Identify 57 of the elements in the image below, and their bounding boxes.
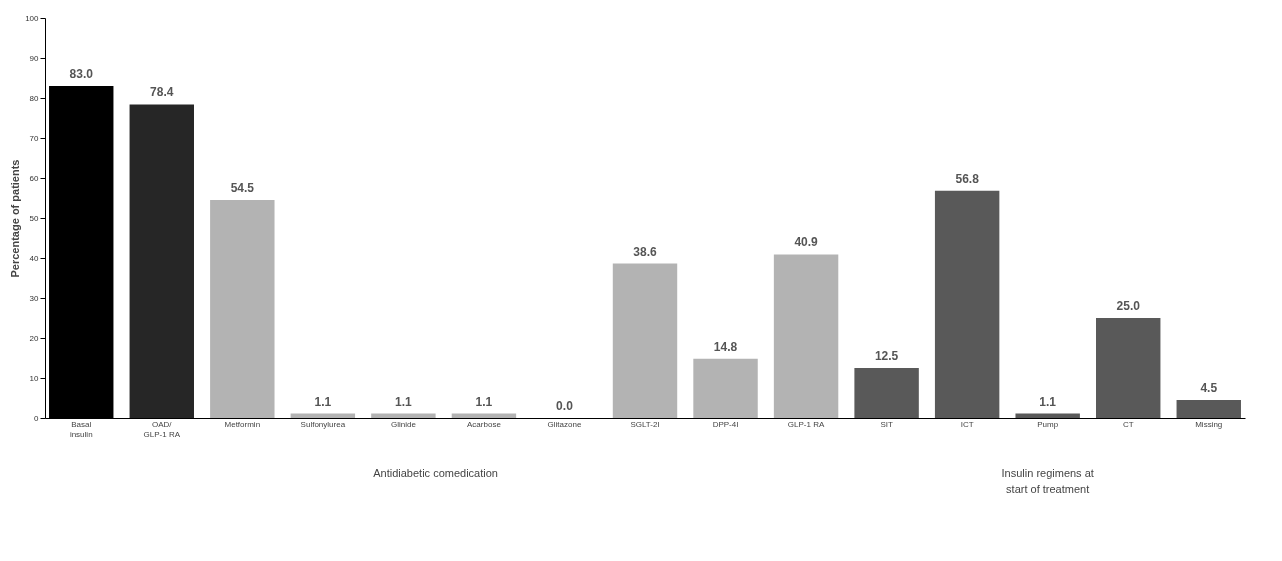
x-tick-label: Acarbose bbox=[467, 419, 502, 429]
data-label: 38.6 bbox=[633, 244, 657, 259]
y-tick-label: 80 bbox=[29, 93, 40, 103]
x-tick-label: Metformin bbox=[224, 419, 261, 429]
y-tick-label: 90 bbox=[29, 53, 40, 63]
bar bbox=[693, 358, 758, 418]
x-tick-label: SIT bbox=[880, 419, 893, 429]
bar bbox=[612, 263, 678, 418]
x-tick-label: GLP-1 RA bbox=[787, 419, 825, 429]
data-label: 83.0 bbox=[69, 67, 94, 81]
y-tick-label: 0 bbox=[34, 413, 40, 423]
bar bbox=[1015, 413, 1080, 418]
data-label: 56.8 bbox=[955, 171, 980, 186]
y-tick-label: 100 bbox=[25, 13, 40, 23]
y-axis-title: Percentage of patients bbox=[9, 159, 22, 278]
x-tick-label: Sulfonylurea bbox=[300, 419, 346, 429]
data-label: 4.5 bbox=[1200, 381, 1218, 395]
data-label: 12.5 bbox=[874, 349, 899, 363]
data-label: 14.8 bbox=[713, 339, 738, 354]
y-tick-label: 10 bbox=[29, 373, 40, 383]
x-tick-label: Basal insulin bbox=[69, 419, 93, 439]
x-tick-label: SGLT-2I bbox=[630, 419, 660, 429]
bar bbox=[210, 200, 275, 418]
bar bbox=[1176, 400, 1241, 418]
data-label: 0.0 bbox=[556, 399, 574, 413]
bar bbox=[129, 104, 194, 418]
x-tick-label: Glitazone bbox=[547, 419, 582, 429]
x-tick-label: CT bbox=[1122, 419, 1134, 429]
y-tick-label: 50 bbox=[29, 213, 40, 223]
x-tick-label: Pump bbox=[1037, 419, 1059, 429]
data-label: 40.9 bbox=[794, 235, 819, 250]
bar bbox=[290, 413, 356, 418]
y-tick-label: 30 bbox=[29, 293, 40, 303]
text: Insulin regimens at start of treatment bbox=[1001, 467, 1094, 495]
bar bbox=[854, 368, 919, 418]
y-tick-label: 40 bbox=[29, 253, 40, 263]
x-tick-label: DPP-4I bbox=[712, 419, 739, 429]
data-label: 78.4 bbox=[150, 85, 174, 100]
bar bbox=[1096, 318, 1161, 418]
bar bbox=[934, 190, 1000, 418]
bar bbox=[773, 254, 839, 418]
y-tick-label: 60 bbox=[29, 173, 40, 183]
text: Antidiabetic comedication bbox=[373, 467, 498, 479]
x-tick-label: OAD/ GLP-1 RA bbox=[143, 419, 181, 439]
x-tick-label: Missing bbox=[1195, 419, 1223, 429]
bar bbox=[451, 413, 517, 418]
y-tick-label: 70 bbox=[29, 133, 40, 143]
bar bbox=[371, 413, 436, 418]
data-label: 1.1 bbox=[314, 394, 332, 409]
data-label: 1.1 bbox=[475, 394, 493, 409]
y-tick-label: 20 bbox=[29, 333, 40, 343]
data-label: 25.0 bbox=[1116, 299, 1141, 313]
data-label: 54.5 bbox=[230, 181, 255, 195]
data-label: 1.1 bbox=[1039, 394, 1057, 409]
x-tick-label: Glinide bbox=[390, 419, 417, 429]
data-label: 1.1 bbox=[395, 394, 413, 409]
x-tick-label: ICT bbox=[960, 419, 974, 429]
